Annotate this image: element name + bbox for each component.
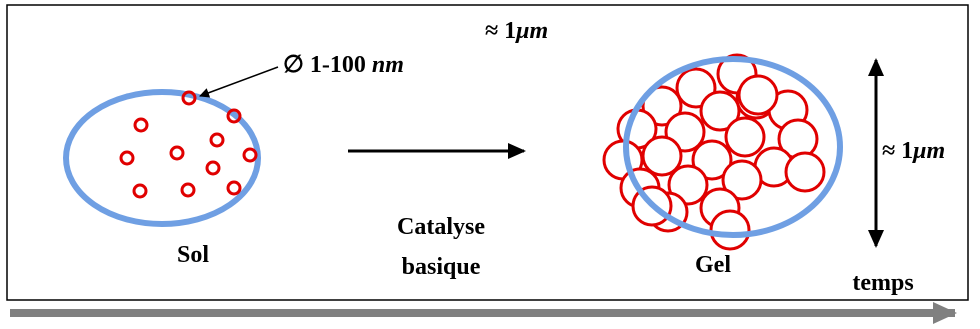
sol	[66, 67, 278, 224]
diagram: ≈ 1μm ∅ 1-100 nm ≈ 1μm Sol Catalyse basi…	[0, 0, 980, 329]
gel-label: Gel	[695, 252, 731, 278]
sol-particles	[121, 92, 256, 197]
side-size: ≈ 1μm	[882, 138, 945, 164]
process-label: basique	[402, 254, 481, 280]
top-size: ≈ 1μm	[485, 18, 548, 44]
particle-size: ∅ 1-100 nm	[283, 52, 404, 78]
sol-label: Sol	[177, 242, 209, 268]
top-size-unit: μm	[514, 18, 548, 44]
pointer-arrow	[200, 67, 278, 96]
time-label: temps	[852, 270, 913, 296]
process-label: Catalyse	[397, 214, 485, 240]
top-size-value: ≈ 1	[485, 18, 516, 44]
particle-size-unit: nm	[372, 52, 404, 78]
gel	[604, 55, 840, 249]
side-size-unit: μm	[911, 138, 945, 164]
particle-size-value: ∅ 1-100	[283, 52, 372, 78]
side-size-value: ≈ 1	[882, 138, 913, 164]
